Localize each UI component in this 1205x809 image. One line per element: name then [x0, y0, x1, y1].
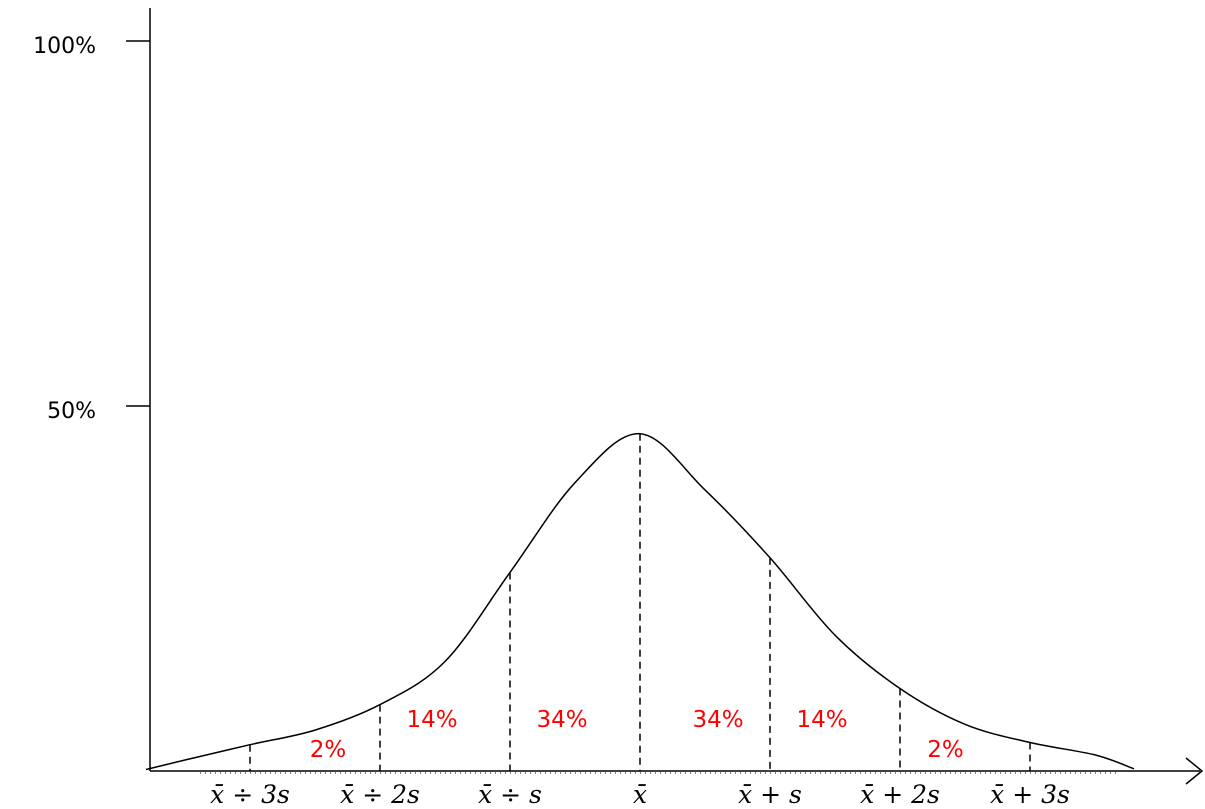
- region-labels: 2% 14% 34% 34% 14% 2%: [310, 707, 964, 763]
- x-tick-label: x̄ + 3s: [990, 780, 1070, 809]
- region-percent-label: 2%: [310, 737, 347, 763]
- axes: [149, 8, 1204, 785]
- divider-lines: [249, 433, 1031, 771]
- x-tick-label: x̄ + s: [738, 780, 802, 809]
- x-axis-arrowhead: [1185, 757, 1204, 785]
- y-ticks: 50% 100%: [33, 34, 150, 424]
- x-tick-label: x̄: [633, 780, 647, 809]
- region-percent-label: 34%: [692, 707, 743, 733]
- region-percent-label: 34%: [536, 707, 587, 733]
- region-percent-label: 2%: [927, 737, 964, 763]
- y-tick-label: 50%: [47, 399, 96, 424]
- region-percent-label: 14%: [796, 707, 847, 733]
- region-percent-label: 14%: [406, 707, 457, 733]
- y-tick-label: 100%: [33, 34, 96, 59]
- x-tick-label: x̄ ÷ 3s: [210, 780, 290, 809]
- distribution-curve: [145, 432, 1135, 771]
- x-ticks: x̄ ÷ 3s x̄ ÷ 2s x̄ ÷ s x̄ x̄ + s x̄ + 2s x̄ + …: [210, 780, 1070, 809]
- x-tick-label: x̄ + 2s: [860, 780, 940, 809]
- x-tick-label: x̄ ÷ 2s: [340, 780, 420, 809]
- x-tick-label: x̄ ÷ s: [478, 780, 542, 809]
